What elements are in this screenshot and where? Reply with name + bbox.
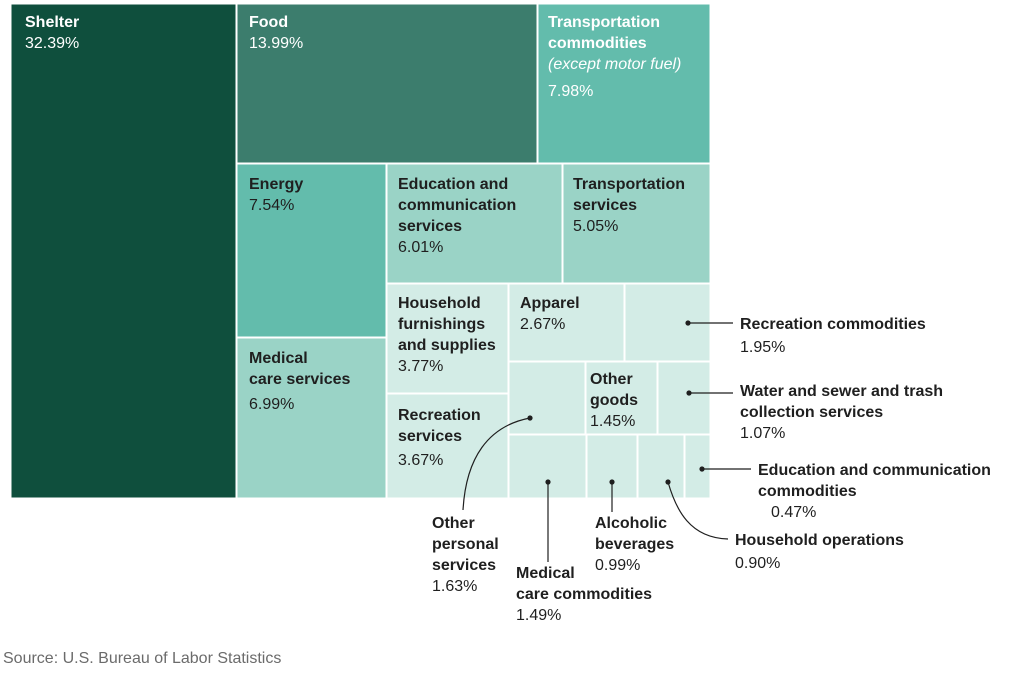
callout-alcoholic-beverages: Alcoholic beverages 0.99% xyxy=(595,513,674,576)
label-medical-care-services: Medical care services 6.99% xyxy=(249,348,350,415)
callout-educcom-line1: Education and communication xyxy=(758,462,991,479)
label-food-value: 13.99% xyxy=(249,35,304,52)
label-medical-care-services-line2: care services xyxy=(249,371,351,388)
label-apparel-value: 2.67% xyxy=(520,316,566,333)
label-education-services-value: 6.01% xyxy=(398,239,444,256)
label-education-services-line1: Education and xyxy=(398,176,509,193)
label-medical-care-services-line1: Medical xyxy=(249,350,308,367)
tile-other-personal-services xyxy=(508,361,586,435)
source-note: Source: U.S. Bureau of Labor Statistics xyxy=(3,650,282,667)
callout-alcohol-line2: beverages xyxy=(595,536,675,553)
callout-otherpersonal-value: 1.63% xyxy=(432,578,478,595)
tile-education-and-communication-services xyxy=(386,163,563,284)
callout-alcohol-value: 0.99% xyxy=(595,557,641,574)
label-transportation-services-line1: Transportation xyxy=(573,176,686,193)
label-transportation-services-line2: services xyxy=(573,197,638,214)
callout-household-operations-name: Household operations xyxy=(735,532,904,549)
callout-household-operations-value: 0.90% xyxy=(735,555,781,572)
callout-recreation-commodities-value: 1.95% xyxy=(740,339,786,356)
callout-water-line2: collection services xyxy=(740,404,884,421)
callout-recreation-commodities: Recreation commodities 1.95% xyxy=(740,314,926,358)
label-household-line2: furnishings xyxy=(398,316,486,333)
callout-otherpersonal-line2: personal xyxy=(432,536,499,553)
callout-educcom-value: 0.47% xyxy=(771,504,817,521)
label-energy-value: 7.54% xyxy=(249,197,295,214)
label-household-line3: and supplies xyxy=(398,337,496,354)
tile-education-and-communication-commodities xyxy=(684,434,711,499)
label-household-line1: Household xyxy=(398,295,481,312)
callout-water-line1: Water and sewer and trash xyxy=(740,383,944,400)
label-recreation-services: Recreation services 3.67% xyxy=(398,405,481,471)
callout-recreation-commodities-name: Recreation commodities xyxy=(740,316,926,333)
label-education-services-line3: services xyxy=(398,218,463,235)
label-other-goods-line1: Other xyxy=(590,371,633,388)
tile-food xyxy=(236,3,538,164)
tile-medical-care-services xyxy=(236,337,387,499)
callout-water-sewer-trash: Water and sewer and trash collection ser… xyxy=(740,381,943,444)
tile-other-goods xyxy=(585,361,658,435)
tile-recreation-services xyxy=(386,393,509,499)
label-transportation-commodities: Transportation commodities (except motor… xyxy=(548,12,681,102)
callout-medcom-value: 1.49% xyxy=(516,607,562,624)
tile-transportation-commodities xyxy=(537,3,711,164)
callout-alcohol-line1: Alcoholic xyxy=(595,515,668,532)
label-apparel: Apparel 2.67% xyxy=(520,293,580,335)
callout-educcom-line2: commodities xyxy=(758,483,857,500)
label-recreation-services-line2: services xyxy=(398,428,463,445)
label-energy-name: Energy xyxy=(249,176,304,193)
label-transportation-services: Transportation services 5.05% xyxy=(573,174,685,237)
label-household-furnishings: Household furnishings and supplies 3.77% xyxy=(398,293,496,377)
label-recreation-services-line1: Recreation xyxy=(398,407,481,424)
label-education-communication-services: Education and communication services 6.0… xyxy=(398,174,516,258)
callout-water-value: 1.07% xyxy=(740,425,786,442)
callout-other-personal-services: Other personal services 1.63% xyxy=(432,513,499,597)
callout-medcom-line2: care commodities xyxy=(516,586,653,603)
label-food-name: Food xyxy=(249,14,289,31)
label-household-value: 3.77% xyxy=(398,358,444,375)
tile-transportation-services xyxy=(562,163,711,284)
label-energy: Energy 7.54% xyxy=(249,174,303,216)
label-transportation-services-value: 5.05% xyxy=(573,218,619,235)
label-education-services-line2: communication xyxy=(398,197,517,214)
label-recreation-services-value: 3.67% xyxy=(398,452,444,469)
label-transportation-commodities-value: 7.98% xyxy=(548,83,594,100)
label-transportation-commodities-note: (except motor fuel) xyxy=(548,56,682,73)
leader-line-other-personal-services xyxy=(462,417,531,511)
tile-energy xyxy=(236,163,387,338)
callout-medical-care-commodities: Medical care commodities 1.49% xyxy=(516,563,652,626)
leader-line-household-operations xyxy=(667,481,729,540)
tile-household-operations xyxy=(637,434,685,499)
label-other-goods: Other goods 1.45% xyxy=(590,369,638,432)
tile-household-furnishings-and-supplies xyxy=(386,283,509,394)
callout-medcom-line1: Medical xyxy=(516,565,575,582)
label-apparel-name: Apparel xyxy=(520,295,580,312)
label-shelter-name: Shelter xyxy=(25,14,80,31)
label-shelter-value: 32.39% xyxy=(25,35,80,52)
callout-education-communication-commodities: Education and communication commodities … xyxy=(758,460,991,523)
tile-apparel xyxy=(508,283,625,362)
tile-shelter xyxy=(10,3,237,499)
label-other-goods-value: 1.45% xyxy=(590,413,636,430)
label-other-goods-line2: goods xyxy=(590,392,638,409)
label-medical-care-services-value: 6.99% xyxy=(249,396,295,413)
label-transportation-commodities-line1: Transportation xyxy=(548,14,661,31)
callout-household-operations: Household operations 0.90% xyxy=(735,530,904,574)
label-transportation-commodities-line2: commodities xyxy=(548,35,647,52)
tile-water-and-sewer-and-trash-collection-services xyxy=(657,361,711,435)
label-food: Food 13.99% xyxy=(249,12,303,54)
callout-otherpersonal-line1: Other xyxy=(432,515,475,532)
callout-otherpersonal-line3: services xyxy=(432,557,497,574)
label-shelter: Shelter 32.39% xyxy=(25,12,79,54)
